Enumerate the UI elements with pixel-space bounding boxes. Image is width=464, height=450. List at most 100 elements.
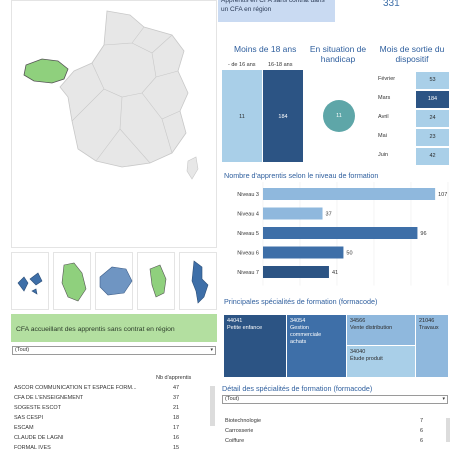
row-value: 7: [420, 418, 424, 424]
cfa-name: SAS CESPI: [14, 415, 44, 421]
row-value: 6: [420, 428, 424, 434]
dom-map-guadeloupe[interactable]: [11, 252, 49, 310]
exit-month-table: Février 53 Mars 184 Avril 24 Mai 23 Juin 42: [372, 71, 450, 166]
bar[interactable]: [263, 207, 323, 220]
cfa-name: ASCOR COMMUNICATION ET ESPACE FORM...: [14, 385, 137, 391]
month-row[interactable]: Mai 23: [372, 128, 450, 147]
month-value: 53: [429, 77, 436, 83]
cfa-name: FORMAL IVES: [14, 445, 51, 450]
exit-month-title: Mois de sortie du dispositif: [379, 44, 445, 64]
age-title: Moins de 18 ans: [234, 44, 297, 54]
bar[interactable]: [263, 188, 436, 200]
handicap-bubble[interactable]: 11: [323, 100, 355, 132]
dom-map-guyane[interactable]: [137, 252, 175, 310]
dom-map-martinique[interactable]: [53, 252, 91, 310]
specialty-cell-21046[interactable]: 21046 Travaux: [416, 315, 448, 377]
cfa-table-scrollbar[interactable]: [210, 386, 215, 426]
specialty-code: 34566: [350, 318, 366, 324]
month-label: Juin: [378, 152, 389, 158]
guyane-map-icon: [149, 264, 167, 298]
specialty-cell-34566[interactable]: 34566 Vente distribution: [347, 315, 415, 345]
table-row[interactable]: CLAUDE DE LAGNI 16: [11, 433, 208, 443]
table-row[interactable]: CFA DE L'ENSEIGNEMENT 37: [11, 393, 208, 403]
month-value-cell: 24: [416, 110, 449, 127]
specialty-cell-34040[interactable]: 34040 Étude produit: [347, 346, 415, 377]
cfa-panel-title: CFA accueillant des apprentis sans contr…: [16, 326, 175, 333]
age-value-16-18: 184: [278, 114, 288, 120]
month-row[interactable]: Février 53: [372, 71, 450, 90]
cfa-column-header: Nb d'apprentis: [156, 375, 192, 381]
month-value: 184: [427, 96, 438, 102]
row-value: 37: [173, 395, 180, 401]
cfa-name: ESCAM: [14, 425, 34, 431]
cfa-name: CFA DE L'ENSEIGNEMENT: [14, 395, 84, 401]
age-bar-16-18[interactable]: 184: [263, 70, 303, 162]
cfa-panel-banner: CFA accueillant des apprentis sans contr…: [11, 314, 217, 342]
month-value: 23: [429, 134, 436, 140]
detail-table-scrollbar[interactable]: [446, 418, 450, 442]
specialty-label: Petite enfance: [227, 325, 263, 331]
specialty-cell-34054[interactable]: 34054 Gestion commerciale achats: [287, 315, 346, 377]
table-row[interactable]: Coiffure 6: [222, 436, 444, 446]
dom-map-reunion[interactable]: [95, 252, 133, 310]
row-value: 21: [173, 405, 180, 411]
handicap-title: En situation de handicap: [309, 44, 367, 64]
bar[interactable]: [263, 246, 344, 259]
dom-map-mayotte[interactable]: [179, 252, 217, 310]
table-row[interactable]: FORMAL IVES 15: [11, 443, 208, 450]
month-label: Mai: [378, 133, 387, 139]
table-row[interactable]: ESCAM 17: [11, 423, 208, 433]
martinique-map-icon: [61, 262, 87, 302]
specialty-code: 21046: [419, 318, 435, 324]
category-label: Niveau 4: [237, 212, 259, 218]
specialty-heatmap: 44041 Petite enfance 34054 Gestion comme…: [224, 315, 448, 377]
month-label: Février: [378, 76, 396, 82]
specialty-label: Étude produit: [350, 356, 383, 362]
guadeloupe-map-icon: [17, 272, 43, 295]
level-bar-chart: Niveau 3 107 Niveau 4 37 Niveau 5 96 Niveau 6 5…: [237, 182, 449, 286]
level-chart-title: Nombre d'apprentis selon le niveau de fo…: [224, 171, 379, 180]
cfa-name: SOGESTE ESCOT: [14, 405, 62, 411]
kpi-value: 331: [383, 0, 400, 9]
age-bar-under16[interactable]: 11: [222, 70, 262, 162]
table-row[interactable]: SAS CESPI 18: [11, 413, 208, 423]
detail-filter-dropdown[interactable]: (Tout) ▾: [222, 395, 448, 404]
data-label: 96: [420, 231, 426, 237]
detail-filter-value: (Tout): [225, 396, 240, 402]
age-cat-under16: - de 16 ans: [228, 62, 256, 68]
month-row[interactable]: Avril 24: [372, 109, 450, 128]
month-value: 42: [429, 153, 436, 159]
specialty-name: Biotechnologie: [225, 418, 262, 424]
month-value: 24: [429, 115, 436, 121]
specialty-code: 34054: [290, 318, 306, 324]
data-label: 107: [438, 192, 447, 198]
table-row[interactable]: ASCOR COMMUNICATION ET ESPACE FORM... 47: [11, 383, 208, 393]
specialty-chart-title: Principales spécialités de formation (fo…: [224, 297, 378, 306]
bar[interactable]: [263, 266, 329, 278]
cfa-filter-dropdown[interactable]: (Tout) ▾: [12, 346, 216, 355]
bar[interactable]: [263, 227, 418, 239]
specialty-label: Vente distribution: [350, 325, 393, 331]
month-row[interactable]: Juin 42: [372, 147, 450, 166]
table-row[interactable]: Carrosserie 6: [222, 426, 444, 436]
table-row[interactable]: SOGESTE ESCOT 21: [11, 403, 208, 413]
month-value-cell: 42: [416, 148, 449, 165]
month-row[interactable]: Mars 184: [372, 90, 450, 109]
chevron-down-icon: ▾: [210, 347, 213, 353]
month-label: Avril: [378, 114, 389, 120]
mayotte-map-icon: [191, 260, 209, 304]
specialty-name: Coiffure: [225, 438, 245, 444]
row-value: 15: [173, 445, 180, 450]
row-value: 16: [173, 435, 180, 441]
specialty-cell-44041[interactable]: 44041 Petite enfance: [224, 315, 286, 377]
detail-panel-title: Détail des spécialités de formation (for…: [222, 384, 373, 393]
handicap-value: 11: [336, 113, 342, 119]
specialty-code: 34040: [350, 349, 366, 355]
france-region-map-icon[interactable]: [12, 1, 218, 249]
age-value-under16: 11: [239, 114, 245, 120]
category-label: Niveau 6: [237, 251, 259, 257]
row-value: 47: [173, 385, 180, 391]
cfa-filter-value: (Tout): [15, 347, 30, 353]
cfa-table: ASCOR COMMUNICATION ET ESPACE FORM... 47 C…: [11, 383, 208, 450]
table-row[interactable]: Biotechnologie 7: [222, 416, 444, 426]
